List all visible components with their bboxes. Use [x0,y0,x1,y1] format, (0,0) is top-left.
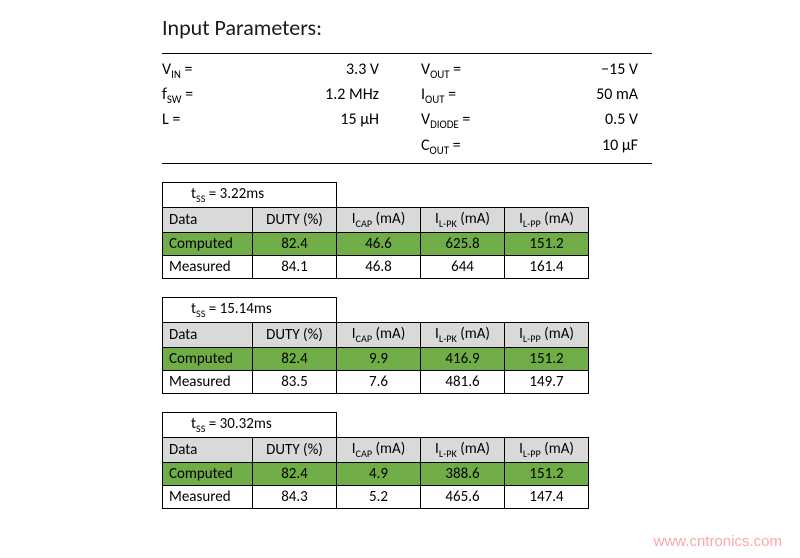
cell: 151.2 [505,347,589,370]
row-label: Computed [163,232,253,255]
param-row: IOUT = 50 mA [421,85,652,106]
cell: 82.4 [253,232,337,255]
results-table: tSS = 3.22msDataDUTY (%)ICAP (mA)IL-PK (… [162,182,589,279]
cell: 4.9 [337,462,421,485]
cell: 151.2 [505,232,589,255]
col-data: Data [163,437,253,462]
spacer [337,182,589,207]
cell: 9.9 [337,347,421,370]
cell: 46.8 [337,255,421,278]
table-row: Computed82.44.9388.6151.2 [163,462,589,485]
col-data: Data [163,322,253,347]
param-row: VIN = 3.3 V [162,60,393,81]
cell: 84.1 [253,255,337,278]
table-header-row: DataDUTY (%)ICAP (mA)IL-PK (mA)IL-PP (mA… [163,322,589,347]
cell: 481.6 [421,370,505,393]
row-label: Measured [163,485,253,508]
cell: 147.4 [505,485,589,508]
param-label: VOUT = [421,60,461,81]
cell: 7.6 [337,370,421,393]
tss-cell: tSS = 30.32ms [163,412,337,437]
results-table: tSS = 30.32msDataDUTY (%)ICAP (mA)IL-PK … [162,412,589,509]
cell: 83.5 [253,370,337,393]
param-row: VOUT = −15 V [421,60,652,81]
col-icap: ICAP (mA) [337,322,421,347]
table-row: Measured84.35.2465.6147.4 [163,485,589,508]
col-ilpp: IL-PP (mA) [505,437,589,462]
params-left-column: VIN = 3.3 V fSW = 1.2 MHz L = 15 µH [162,60,393,157]
param-value: 10 µF [602,136,638,155]
cell: 149.7 [505,370,589,393]
col-ilpp: IL-PP (mA) [505,322,589,347]
cell: 161.4 [505,255,589,278]
col-duty: DUTY (%) [253,322,337,347]
cell: 465.6 [421,485,505,508]
param-value: 1.2 MHz [325,85,379,104]
param-value: 0.5 V [605,110,638,129]
cell: 644 [421,255,505,278]
param-label: VIN = [162,60,192,81]
cell: 151.2 [505,462,589,485]
param-value: 50 mA [596,85,638,104]
table-row: Computed82.49.9416.9151.2 [163,347,589,370]
param-value: 15 µH [340,110,379,129]
cell: 46.6 [337,232,421,255]
cell: 388.6 [421,462,505,485]
col-ilpk: IL-PK (mA) [421,207,505,232]
table-row: Computed82.446.6625.8151.2 [163,232,589,255]
param-label: fSW = [162,85,193,106]
cell: 625.8 [421,232,505,255]
cell: 82.4 [253,347,337,370]
param-label: IOUT = [421,85,456,106]
col-data: Data [163,207,253,232]
param-label: VDIODE = [421,110,470,131]
col-ilpp: IL-PP (mA) [505,207,589,232]
watermark-text: www.cntronics.com [654,533,782,550]
cell: 416.9 [421,347,505,370]
col-icap: ICAP (mA) [337,437,421,462]
param-row: COUT = 10 µF [421,136,652,157]
row-label: Measured [163,370,253,393]
tss-cell: tSS = 15.14ms [163,297,337,322]
param-value: 3.3 V [346,60,379,79]
param-row: L = 15 µH [162,110,393,129]
table-header-row: DataDUTY (%)ICAP (mA)IL-PK (mA)IL-PP (mA… [163,437,589,462]
data-tables-container: tSS = 3.22msDataDUTY (%)ICAP (mA)IL-PK (… [162,182,652,509]
param-row: fSW = 1.2 MHz [162,85,393,106]
col-ilpk: IL-PK (mA) [421,437,505,462]
cell: 5.2 [337,485,421,508]
table-row: Measured84.146.8644161.4 [163,255,589,278]
page: Input Parameters: VIN = 3.3 V fSW = 1.2 MHz… [0,0,652,509]
row-label: Computed [163,347,253,370]
cell: 84.3 [253,485,337,508]
param-row: VDIODE = 0.5 V [421,110,652,131]
param-label: L = [162,110,180,129]
table-row: Measured83.57.6481.6149.7 [163,370,589,393]
spacer [337,297,589,322]
cell: 82.4 [253,462,337,485]
tss-cell: tSS = 3.22ms [163,182,337,207]
param-label: COUT = [421,136,461,157]
col-icap: ICAP (mA) [337,207,421,232]
results-table: tSS = 15.14msDataDUTY (%)ICAP (mA)IL-PK … [162,297,589,394]
section-title: Input Parameters: [162,14,652,41]
param-value: −15 V [601,60,638,79]
input-parameters-block: VIN = 3.3 V fSW = 1.2 MHz L = 15 µH VOUT = −15… [162,53,652,164]
col-duty: DUTY (%) [253,437,337,462]
col-ilpk: IL-PK (mA) [421,322,505,347]
col-duty: DUTY (%) [253,207,337,232]
row-label: Measured [163,255,253,278]
table-header-row: DataDUTY (%)ICAP (mA)IL-PK (mA)IL-PP (mA… [163,207,589,232]
spacer [337,412,589,437]
params-right-column: VOUT = −15 V IOUT = 50 mA VDIODE = 0.5 V COUT … [421,60,652,157]
row-label: Computed [163,462,253,485]
